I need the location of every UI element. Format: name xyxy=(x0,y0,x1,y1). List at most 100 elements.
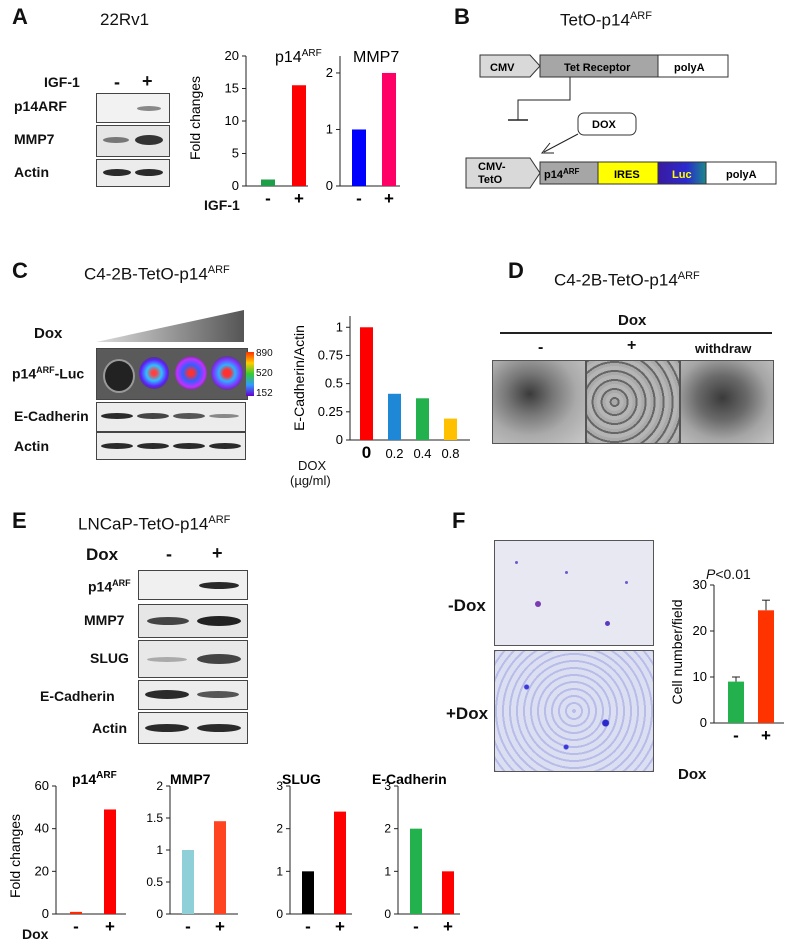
blot-row-label: SLUG xyxy=(90,650,129,666)
x-tick-label: 0 xyxy=(362,443,371,462)
blot-row-label: E-Cadherin xyxy=(14,408,89,424)
bar xyxy=(182,850,194,914)
x-tick-label: 0.2 xyxy=(385,446,403,461)
y-axis-label: E-Cadherin/Actin xyxy=(291,325,307,431)
blot-treatment-label: IGF-1 xyxy=(44,74,80,90)
bar xyxy=(292,85,306,186)
bar xyxy=(214,821,226,914)
chart-title: p14ARF xyxy=(72,770,117,787)
lane-plus: + xyxy=(142,71,153,91)
panel-b-title: TetO-p14ARF xyxy=(560,10,652,30)
panel-label-b: B xyxy=(454,4,470,29)
invasion-image-minus xyxy=(494,540,654,646)
row-label: -Dox xyxy=(448,596,486,615)
bar xyxy=(388,393,401,440)
y-tick-label: 20 xyxy=(35,863,49,878)
blot-image xyxy=(96,432,246,460)
panel-label-d: D xyxy=(508,258,524,283)
blot-row-label: MMP7 xyxy=(84,612,125,628)
dox-gradient-triangle xyxy=(96,310,244,342)
x-tick-label: + xyxy=(335,917,345,936)
bar xyxy=(728,681,744,723)
y-tick-label: 2 xyxy=(156,779,163,793)
y-tick-label: 10 xyxy=(693,669,707,684)
blot-image xyxy=(96,125,170,157)
y-tick-label: 0 xyxy=(156,907,163,921)
blot-row-label: E-Cadherin xyxy=(40,688,115,704)
blot-image xyxy=(138,604,248,638)
scale-tick: 152 xyxy=(256,388,273,399)
chart-xlabel: IGF-1 xyxy=(204,197,240,213)
chart-e-ecadherin: 0 1 2 3 - + E-Cadherin xyxy=(372,771,460,936)
y-tick-label: 60 xyxy=(35,778,49,793)
panel-a-cell-line: 22Rv1 xyxy=(100,10,150,29)
chart-title: SLUG xyxy=(282,771,321,787)
panel-a-charts: 0 5 10 15 20 - + p14ARF Fold changes 0 1 2 - + MMP7 xyxy=(187,48,400,208)
chart-xlabel: Dox xyxy=(678,766,707,783)
bar xyxy=(382,72,396,186)
bar xyxy=(442,871,454,914)
blot-image xyxy=(96,159,170,187)
y-tick-label: 0.5 xyxy=(146,875,163,889)
y-tick-label: 0 xyxy=(232,178,239,193)
polya2-text: polyA xyxy=(726,169,757,181)
condition-label: + xyxy=(627,337,637,354)
lane-minus: - xyxy=(166,544,172,564)
tet-receptor-text: Tet Receptor xyxy=(564,62,631,74)
x-tick-label: + xyxy=(215,917,225,936)
bar xyxy=(261,179,275,186)
blot-row-label: MMP7 xyxy=(14,131,55,147)
chart-title: MMP7 xyxy=(170,771,211,787)
chart-xlabel: Dox xyxy=(22,926,49,942)
y-axis-label: Fold changes xyxy=(7,814,23,898)
blot-row-label: p14ARF xyxy=(14,98,67,114)
dox-label: Dox xyxy=(34,325,63,342)
condition-label: withdraw xyxy=(695,341,752,356)
x-tick-label: + xyxy=(105,917,115,936)
ires-text: IRES xyxy=(614,169,640,181)
bar xyxy=(360,327,373,440)
bar xyxy=(416,398,429,440)
y-tick-label: 15 xyxy=(225,81,239,96)
bar xyxy=(334,811,346,914)
blot-image xyxy=(138,640,248,678)
micrograph-minus xyxy=(492,360,586,444)
y-tick-label: 30 xyxy=(693,580,707,592)
x-tick-label: - xyxy=(73,917,79,936)
panel-c-title: C4-2B-TetO-p14ARF xyxy=(84,264,230,284)
blot-row-label: Actin xyxy=(14,438,49,454)
blot-image xyxy=(138,680,248,710)
lane-plus: + xyxy=(212,543,223,563)
y-tick-label: 0 xyxy=(700,715,707,730)
bar xyxy=(444,418,457,440)
panel-e-title: LNCaP-TetO-p14ARF xyxy=(78,514,231,534)
chart-e-slug: 0 1 2 3 - + SLUG xyxy=(276,771,352,936)
x-tick-label: 0.8 xyxy=(441,446,459,461)
bar xyxy=(70,911,82,914)
luciferase-image xyxy=(96,348,248,400)
y-tick-label: 0.25 xyxy=(318,404,343,419)
y-tick-label: 2 xyxy=(276,822,283,836)
blot-image xyxy=(138,712,248,744)
y-tick-label: 1 xyxy=(384,864,391,878)
panel-label-f: F xyxy=(452,508,466,533)
repressor-line xyxy=(517,77,571,120)
x-tick-label: + xyxy=(384,189,394,208)
y-tick-label: 0 xyxy=(336,432,343,447)
y-tick-label: 3 xyxy=(276,779,283,793)
y-tick-label: 10 xyxy=(225,113,239,128)
chart-e-mmp7: 0 0.5 1 1.5 2 - + MMP7 xyxy=(146,771,238,936)
x-tick-label: - xyxy=(265,189,271,208)
construct-diagram: CMV Tet Receptor polyA DOX CMV- TetO p14… xyxy=(465,54,777,189)
bar xyxy=(302,871,314,914)
y-tick-label: 20 xyxy=(225,48,239,63)
y-tick-label: 1 xyxy=(336,319,343,334)
luc-row-label: p14ARF-Luc xyxy=(12,365,85,382)
micrograph-plus xyxy=(586,360,680,444)
x-tick-label: - xyxy=(413,917,419,936)
lane-minus: - xyxy=(114,72,120,92)
polya2-box xyxy=(705,161,777,185)
y-tick-label: 1 xyxy=(276,864,283,878)
y-tick-label: 0 xyxy=(326,178,333,193)
bar xyxy=(758,610,774,723)
